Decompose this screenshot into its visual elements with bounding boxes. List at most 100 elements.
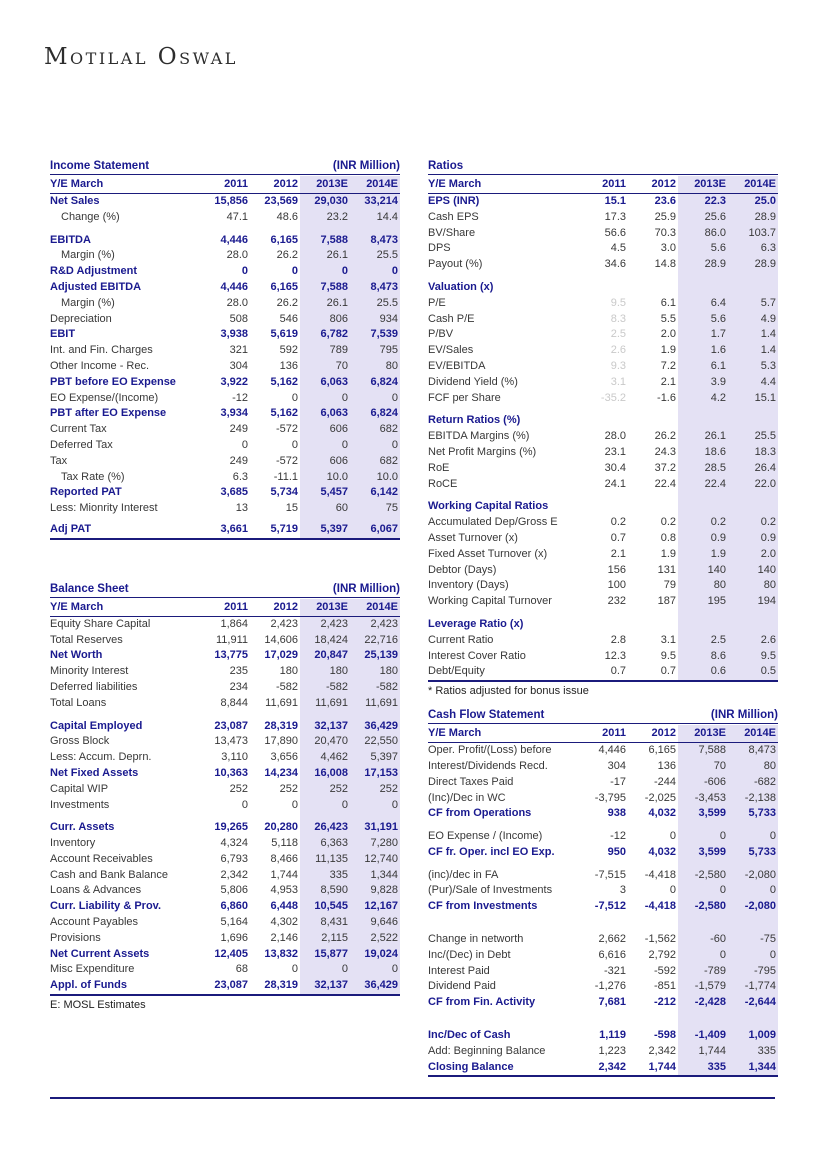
row-value: 0.7 — [610, 665, 626, 678]
row-label: Capital WIP — [50, 782, 109, 795]
row-label: Cash P/E — [428, 312, 475, 325]
row-value: -795 — [728, 963, 778, 980]
row-value: 103.7 — [728, 225, 778, 242]
row-value: 335 — [678, 1059, 728, 1076]
row-value: 22.0 — [728, 476, 778, 493]
row-value — [678, 413, 728, 430]
row-value: 508 — [229, 312, 248, 325]
row-value: 136 — [657, 759, 676, 772]
row-value: 4,446 — [220, 233, 248, 246]
table-title-row: Balance Sheet (INR Million) — [50, 578, 400, 598]
row-value: 5,733 — [728, 806, 778, 823]
row-value: 26.2 — [276, 249, 298, 262]
row-value: 2.0 — [728, 546, 778, 563]
row-value: 235 — [229, 665, 248, 678]
row-label: Inventory — [50, 837, 96, 850]
row-label: Net Current Assets — [50, 947, 150, 960]
spacer-cell — [628, 1011, 678, 1028]
row-value: 9.5 — [728, 648, 778, 665]
row-label: EBITDA Margins (%) — [428, 430, 530, 443]
row-value: 1.9 — [678, 546, 728, 563]
row-value: 4.5 — [610, 242, 626, 255]
row-value: 0.2 — [660, 516, 676, 529]
row-label: Working Capital Turnover — [428, 595, 552, 608]
row-value: 10.0 — [300, 469, 350, 486]
row-value: 187 — [657, 595, 676, 608]
row-label: Return Ratios (%) — [428, 414, 521, 427]
table-row: Fixed Asset Turnover (x) 2.1 1.9 1.9 2.0 — [428, 546, 778, 563]
spacer-cell — [200, 813, 250, 820]
row-value: 32,137 — [300, 978, 350, 995]
row-value: 1,119 — [599, 1029, 626, 1042]
row-value: 68 — [235, 963, 248, 976]
table-row: Dividend Yield (%) 3.1 2.1 3.9 4.4 — [428, 374, 778, 391]
row-value — [628, 617, 678, 633]
table-row: DPS 4.5 3.0 5.6 6.3 — [428, 241, 778, 258]
spacer-cell — [628, 492, 678, 499]
table-row: (inc)/dec in FA -7,515 -4,418 -2,580 -2,080 — [428, 867, 778, 884]
spacer-cell — [678, 609, 728, 617]
row-value: 3,934 — [220, 407, 248, 420]
row-value: 28.0 — [226, 296, 248, 309]
row-label: Debtor (Days) — [428, 563, 497, 576]
income-statement-table: Income Statement (INR Million) Y/E March 20… — [50, 155, 400, 540]
spacer-row — [428, 1011, 778, 1029]
row-value: 25,139 — [350, 648, 400, 665]
spacer-cell — [728, 492, 778, 500]
row-value: 2.5 — [678, 632, 728, 649]
row-value: 32,137 — [300, 718, 350, 735]
row-value: 13,832 — [264, 947, 298, 960]
spacer-cell — [428, 610, 578, 617]
row-value: 0 — [241, 265, 248, 278]
row-value: 0.2 — [678, 515, 728, 531]
row-value: -75 — [728, 932, 778, 948]
row-value: -851 — [653, 980, 676, 993]
column-header-label: Y/E March — [50, 178, 104, 190]
row-value: -35.2 — [600, 391, 626, 404]
row-value: 75 — [350, 501, 400, 517]
row-value: 28.9 — [728, 257, 778, 273]
row-label: Interest Cover Ratio — [428, 649, 526, 662]
row-value: 335 — [728, 1043, 778, 1060]
row-value: 23,087 — [214, 979, 248, 992]
row-label: Investments — [50, 798, 110, 811]
table-row: BV/Share 56.6 70.3 86.0 103.7 — [428, 225, 778, 242]
row-value — [578, 617, 628, 633]
row-value: -582 — [350, 679, 400, 696]
table-row: Change (%) 47.1 48.6 23.2 14.4 — [50, 209, 400, 226]
spacer-row — [50, 813, 400, 821]
row-value: 5,162 — [270, 375, 298, 388]
row-value: 12,167 — [350, 899, 400, 916]
row-value: 13,473 — [214, 735, 248, 748]
table-row: Deferred liabilities 234 -582 -582 -582 — [50, 679, 400, 696]
spacer-cell — [678, 406, 728, 414]
row-value: -2,025 — [644, 791, 676, 804]
table-row: Net Current Assets 12,405 13,832 15,877 19,0… — [50, 946, 400, 963]
row-label: Interest Paid — [428, 964, 490, 977]
table-header-row: Y/E March 2011 2012 2013E 2014E — [428, 725, 778, 744]
spacer-cell — [728, 1011, 778, 1029]
row-value: 15,877 — [300, 946, 350, 963]
row-value: 7,280 — [350, 836, 400, 852]
row-value: -4,418 — [644, 900, 676, 913]
spacer-cell — [250, 712, 300, 719]
table-header-row: Y/E March 2011 2012 2013E 2014E — [50, 598, 400, 617]
row-value: 48.6 — [276, 210, 298, 223]
column-header-year: 2012 — [273, 600, 298, 613]
row-value: -572 — [275, 454, 298, 467]
table-row: EO Expense / (Income) -12 0 0 0 — [428, 829, 778, 845]
row-label: RoE — [428, 461, 450, 474]
table-row: Change in networth 2,662 -1,562 -60 -75 — [428, 932, 778, 948]
table-row: Tax 249 -572 606 682 — [50, 453, 400, 470]
row-value: 6,165 — [270, 233, 298, 246]
table-row: Provisions 1,696 2,146 2,115 2,522 — [50, 930, 400, 947]
row-label: (Inc)/Dec in WC — [428, 791, 506, 804]
row-label: Depreciation — [50, 312, 112, 325]
row-value: 5.7 — [728, 295, 778, 312]
row-value: 14,606 — [264, 633, 298, 646]
row-label: Change in networth — [428, 933, 524, 946]
row-value: 9,646 — [350, 915, 400, 931]
row-label: Interest/Dividends Recd. — [428, 759, 548, 772]
spacer-cell — [300, 516, 350, 522]
row-value: 3.1 — [610, 375, 626, 388]
